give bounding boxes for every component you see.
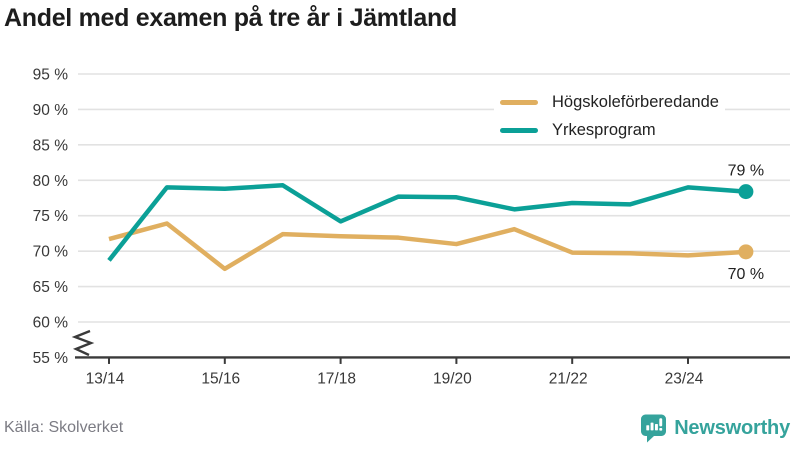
x-tick-label: 23/24	[665, 370, 704, 387]
y-tick-label: 70 %	[33, 244, 69, 261]
footer: Källa: Skolverket Newsworthy	[0, 406, 800, 450]
y-tick-label: 80 %	[33, 173, 69, 190]
x-tick-label: 19/20	[433, 370, 472, 387]
x-tick-label: 15/16	[201, 370, 240, 387]
y-tick-label: 65 %	[33, 279, 69, 296]
y-tick-label: 60 %	[33, 315, 69, 332]
series-end-value-label: 79 %	[728, 163, 764, 180]
legend-swatch-hogskoleforberedande	[500, 99, 538, 105]
series-end-dot	[738, 244, 754, 260]
chart-legend: Högskoleförberedande Yrkesprogram	[494, 88, 725, 144]
chart-title: Andel med examen på tre år i Jämtland	[4, 4, 457, 32]
legend-swatch-yrkesprogram	[500, 127, 538, 133]
legend-label-yrkesprogram: Yrkesprogram	[552, 120, 656, 139]
series-line-hogskoleforberedande	[108, 221, 747, 272]
axis-break-icon	[71, 329, 95, 357]
y-tick-label: 55 %	[33, 350, 69, 367]
x-tick-label: 21/22	[549, 370, 588, 387]
newsworthy-logo: Newsworthy	[640, 413, 790, 443]
legend-item-yrkesprogram: Yrkesprogram	[494, 116, 725, 144]
y-tick-label: 85 %	[33, 137, 69, 154]
y-tick-label: 90 %	[33, 102, 69, 119]
series-line-yrkesprogram	[107, 183, 747, 262]
x-tick-label: 13/14	[86, 370, 125, 387]
series-end-value-label: 70 %	[728, 266, 764, 283]
legend-item-hogskoleforberedande: Högskoleförberedande	[494, 88, 725, 116]
x-tick-label: 17/18	[317, 370, 356, 387]
y-tick-label: 95 %	[33, 67, 69, 84]
source-text: Källa: Skolverket	[4, 419, 124, 436]
bar-chart-speech-bubble-icon	[641, 414, 667, 443]
series-end-dot	[738, 184, 754, 200]
legend-label-hogskoleforberedande: Högskoleförberedande	[552, 92, 719, 111]
y-tick-label: 75 %	[33, 208, 69, 225]
newsworthy-wordmark: Newsworthy	[674, 416, 790, 439]
